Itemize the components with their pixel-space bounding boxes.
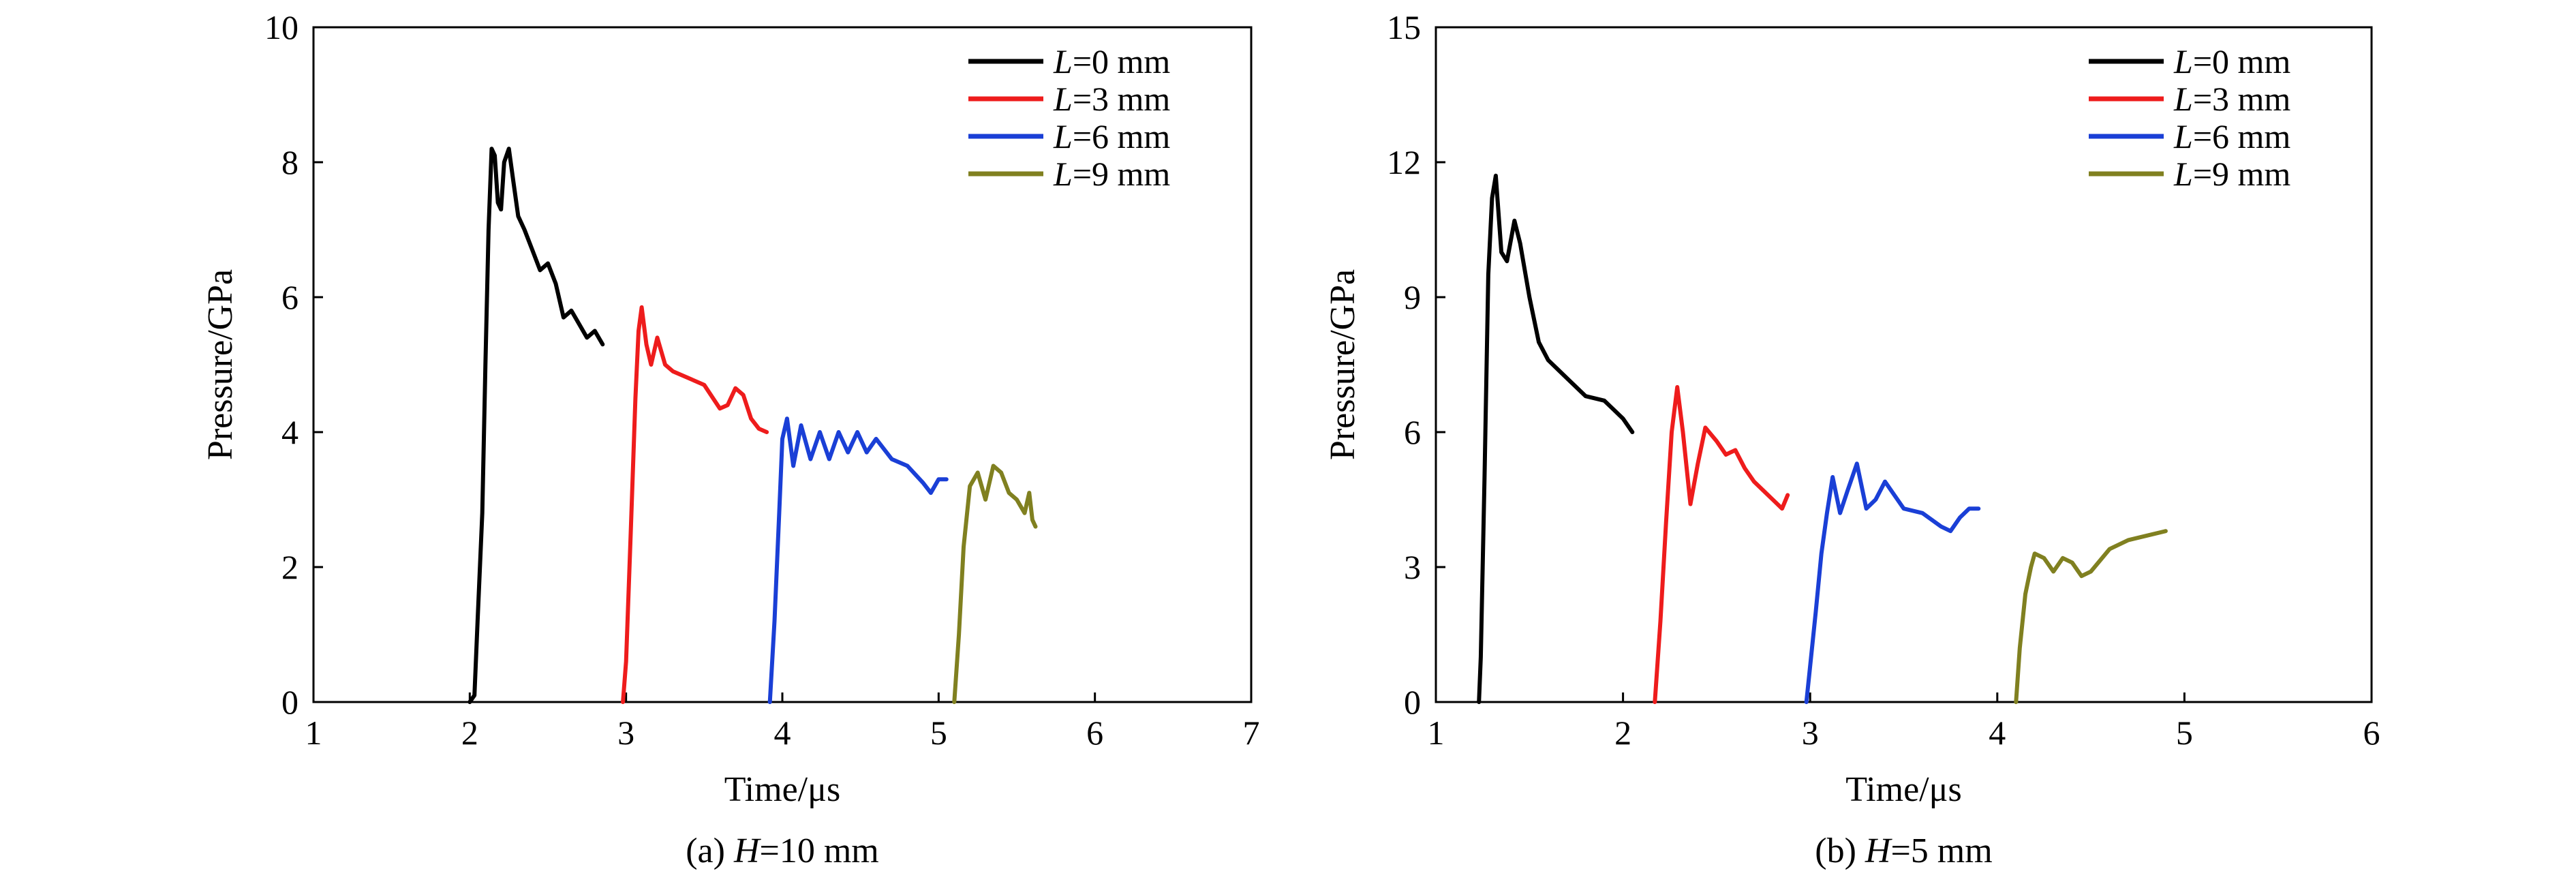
x-tick-label: 5 [930,714,947,752]
legend-label-0: L=0 mm [1053,42,1170,80]
panel-caption: (a) H=10 mm [686,832,879,870]
panel-caption: (b) H=5 mm [1815,832,1992,870]
legend-value: =3 mm [2193,80,2291,118]
x-tick-label: 6 [1086,714,1103,752]
caption-value: =5 mm [1890,832,1992,870]
legend-label-0: L=0 mm [2173,42,2290,80]
legend-label-1: L=3 mm [2173,80,2290,118]
y-tick-label: 10 [264,8,298,46]
legend-value: =6 mm [2193,117,2291,155]
caption-variable: H [1865,832,1892,870]
caption-prefix: (a) [686,832,734,870]
x-tick-label: 3 [1802,714,1819,752]
legend-label-2: L=6 mm [2173,117,2290,155]
legend-label-2: L=6 mm [1053,117,1170,155]
legend-variable: L [2173,155,2193,193]
series-line-1 [621,305,769,704]
caption-value: =10 mm [760,832,879,870]
y-tick-label: 15 [1387,8,1421,46]
caption-variable: H [733,832,761,870]
legend-label-3: L=9 mm [2173,155,2290,193]
legend-value: =3 mm [1073,80,1171,118]
x-tick-label: 5 [2176,714,2193,752]
legend-variable: L [1053,80,1073,118]
legend-value: =0 mm [2193,42,2291,80]
legend-variable: L [1053,155,1073,193]
x-tick-label: 2 [461,714,478,752]
x-tick-label: 3 [617,714,634,752]
y-tick-label: 4 [281,413,298,451]
x-tick-label: 7 [1243,714,1260,752]
y-tick-label: 3 [1404,548,1421,586]
legend-label-1: L=3 mm [1053,80,1170,118]
legend-variable: L [2173,117,2193,155]
legend-value: =6 mm [1073,117,1171,155]
legend-value: =9 mm [1073,155,1171,193]
x-tick-label: 1 [1428,714,1445,752]
x-axis-label: Time/μs [724,770,840,809]
legend-variable: L [2173,80,2193,118]
y-tick-label: 6 [281,278,298,316]
series-line-2 [1804,461,1981,704]
caption-prefix: (b) [1815,832,1865,870]
legend-variable: L [2173,42,2193,80]
series-line-1 [1653,385,1790,704]
y-tick-label: 9 [1404,278,1421,316]
x-tick-label: 4 [1989,714,2006,752]
y-tick-label: 0 [281,683,298,721]
y-tick-label: 6 [1404,413,1421,451]
series-line-3 [952,463,1038,704]
x-tick-label: 1 [305,714,322,752]
y-axis-label: Pressure/GPa [1323,269,1362,460]
x-axis-label: Time/μs [1845,770,1961,809]
x-tick-label: 4 [774,714,791,752]
series-line-0 [1477,173,1635,704]
legend-variable: L [1053,42,1073,80]
x-tick-label: 2 [1614,714,1631,752]
legend-value: =0 mm [1073,42,1171,80]
chart-panel-0: 1 2 3 4 5 6 7 0 2 4 6 8 10 Time/μs Pressure/GPa (a) H=1… [201,8,1260,870]
y-tick-label: 8 [281,143,298,181]
legend-variable: L [1053,117,1073,155]
y-tick-label: 2 [281,548,298,586]
series-line-2 [767,416,949,704]
y-tick-label: 0 [1404,683,1421,721]
legend-label-3: L=9 mm [1053,155,1170,193]
plot-frame [1435,26,2373,703]
legend-value: =9 mm [2193,155,2291,193]
y-axis-label: Pressure/GPa [201,269,240,460]
x-tick-label: 6 [2363,714,2380,752]
series-line-0 [467,147,605,704]
y-tick-label: 12 [1387,143,1421,181]
series-line-3 [2014,529,2168,704]
